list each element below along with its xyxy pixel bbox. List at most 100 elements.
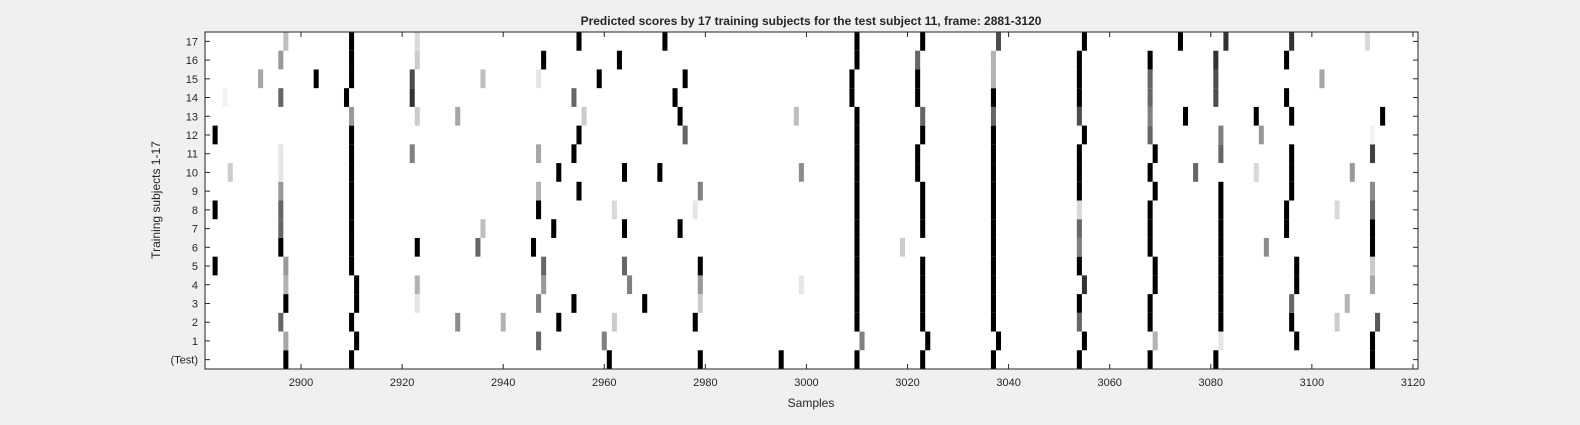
heatmap-cell (1218, 312, 1224, 332)
heatmap-cell (920, 32, 926, 51)
heatmap-cell (854, 350, 860, 369)
heatmap-cell (278, 200, 284, 220)
heatmap-cell (536, 294, 542, 313)
heatmap-cell (1218, 256, 1224, 276)
heatmap-cell (990, 350, 996, 369)
heatmap-cell (697, 256, 703, 276)
heatmap-cell (1147, 219, 1153, 238)
heatmap-cell (283, 331, 289, 351)
heatmap-cell (621, 256, 628, 276)
heatmap-cell (920, 125, 926, 145)
x-tick-label: 3020 (895, 377, 919, 389)
heatmap-cell (1369, 125, 1376, 145)
heatmap-cell (1147, 200, 1153, 220)
heatmap-cell (541, 50, 547, 70)
heatmap-cell (1213, 69, 1219, 89)
heatmap-cell (1213, 50, 1219, 70)
heatmap-cell (1289, 312, 1295, 332)
heatmap-cell (1284, 50, 1290, 70)
y-tick-label: 12 (186, 130, 198, 142)
heatmap-cell (990, 256, 996, 276)
heatmap-cell (854, 106, 860, 126)
heatmap-cell (1081, 331, 1087, 351)
heatmap-cell (283, 350, 289, 369)
heatmap-cell (1253, 163, 1259, 182)
heatmap-cell (212, 256, 218, 276)
heatmap-cell (1147, 88, 1153, 107)
heatmap-cell (1076, 350, 1082, 369)
heatmap-cell (1258, 125, 1264, 145)
plot-frame (204, 31, 1419, 370)
heatmap-cell (915, 69, 921, 89)
heatmap-cell (621, 163, 628, 182)
heatmap-cell (536, 144, 542, 164)
heatmap-cell (313, 69, 319, 89)
heatmap-cell (990, 181, 996, 201)
heatmap-cell (1147, 312, 1153, 332)
heatmap-cell (1349, 163, 1355, 182)
heatmap-cell (990, 294, 996, 313)
x-tick-label: 3000 (794, 377, 818, 389)
heatmap-cell (920, 294, 926, 313)
heatmap-cell (1076, 163, 1082, 182)
heatmap-cell (601, 331, 607, 351)
heatmap-cell (1081, 125, 1087, 145)
heatmap-cell (455, 312, 461, 332)
y-tick-label: 1 (192, 336, 198, 348)
y-tick-label: 15 (186, 74, 198, 86)
heatmap-cell (278, 88, 284, 107)
heatmap-cell (409, 88, 415, 107)
heatmap-cell (672, 88, 678, 107)
heatmap-cell (354, 331, 360, 351)
heatmap-cell (283, 256, 289, 276)
heatmap-cell (1218, 144, 1224, 164)
chart-title: Predicted scores by 17 training subjects… (581, 14, 1042, 28)
heatmap-cell (1147, 237, 1153, 257)
heatmap-cell (1344, 294, 1350, 313)
heatmap-cell (1223, 32, 1229, 51)
x-axis-ticks: 2900 2920 2940 2960 2980 3000 3020 3040 3060 3080… (289, 32, 1425, 389)
heatmap-cell (621, 219, 628, 238)
heatmap-cell (1294, 256, 1300, 276)
y-tick-label: 6 (192, 242, 198, 254)
heatmap-cell (606, 350, 612, 369)
heatmap-cell (1289, 181, 1295, 201)
heatmap-cell (349, 125, 355, 145)
heatmap-cell (349, 163, 355, 182)
heatmap-cell (611, 312, 617, 332)
heatmap-cell (1369, 237, 1376, 257)
heatmap-cell (849, 88, 855, 107)
heatmap-cell (536, 69, 542, 89)
heatmap-cell (414, 106, 420, 126)
heatmap-cell (990, 144, 996, 164)
heatmap-cell (1193, 163, 1199, 182)
heatmap-cell (692, 200, 698, 220)
heatmap-cell (1218, 219, 1224, 238)
heatmap-cell (925, 331, 931, 351)
heatmap-cell (1294, 275, 1300, 295)
heatmap-cell (212, 125, 218, 145)
y-axis-label: Training subjects 1-17 (149, 141, 163, 259)
heatmap-cell (349, 69, 355, 89)
heatmap-cell (349, 312, 355, 332)
heatmap-cell (349, 181, 355, 201)
y-tick-label: 14 (186, 93, 198, 105)
heatmap-cell (854, 50, 860, 70)
heatmap-cell (1218, 331, 1224, 351)
heatmap-cell (278, 181, 284, 201)
heatmap-cell (500, 312, 506, 332)
heatmap-cell (1147, 294, 1153, 313)
heatmap-cell (455, 106, 461, 126)
y-tick-label: 9 (192, 186, 198, 198)
heatmap-cell (1076, 256, 1082, 276)
heatmap-cell (915, 88, 921, 107)
x-tick-label: 3100 (1300, 377, 1324, 389)
heatmap-cell (349, 106, 355, 126)
y-tick-label: 3 (192, 298, 198, 310)
heatmap-cell (1218, 294, 1224, 313)
x-tick-label: 3080 (1199, 377, 1223, 389)
x-tick-label: 2900 (289, 377, 313, 389)
heatmap-cell (1152, 144, 1158, 164)
heatmap-cell (349, 32, 355, 51)
heatmap-cell (990, 237, 996, 257)
